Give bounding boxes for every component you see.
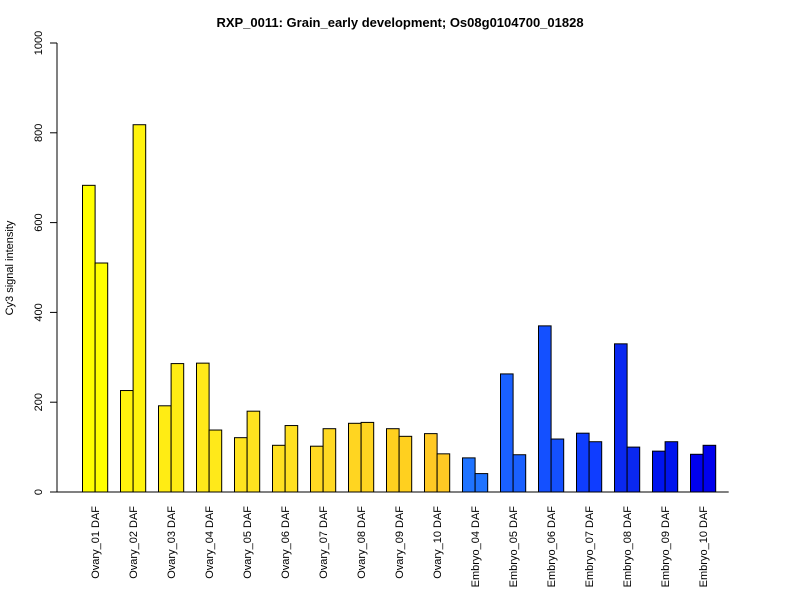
x-tick-label: Embryo_09 DAF [660, 506, 672, 588]
x-tick-labels: Ovary_01 DAF Ovary_02 DAF Ovary_03 DAF Ovar… [90, 506, 710, 588]
bar-1 [310, 445, 324, 493]
x-tick-label: Embryo_05 DAF [508, 506, 520, 588]
bar-1 [234, 437, 248, 493]
y-tick-label: 800 [33, 124, 45, 142]
bar-1 [120, 390, 134, 493]
x-tick-label: Ovary_04 DAF [204, 506, 216, 579]
bar-2 [170, 363, 185, 493]
x-tick-label: Ovary_05 DAF [242, 506, 254, 579]
bar-2 [512, 454, 527, 493]
bar-2 [360, 421, 375, 493]
bar-2 [702, 444, 717, 493]
bar-2 [94, 262, 109, 493]
bar-2 [208, 429, 223, 493]
y-tick-label: 1000 [33, 31, 45, 55]
bar-1 [500, 373, 514, 493]
bar-1 [272, 444, 286, 493]
y-tick-label: 600 [33, 213, 45, 231]
bar-2 [398, 435, 413, 493]
bar-1 [196, 362, 210, 493]
chart-title: RXP_0011: Grain_early development; Os08g… [216, 15, 583, 30]
bar-1 [424, 433, 438, 493]
x-tick-label: Ovary_10 DAF [432, 506, 444, 579]
bar-2 [550, 438, 565, 493]
bar-1 [652, 450, 666, 493]
x-tick-label: Embryo_06 DAF [546, 506, 558, 588]
y-tick-label: 0 [33, 489, 45, 495]
bar-1 [690, 453, 704, 493]
x-tick-label: Ovary_06 DAF [280, 506, 292, 579]
bar-1 [348, 422, 362, 493]
y-axis: 0 200 400 600 800 1000 [33, 31, 58, 495]
y-tick-label: 400 [33, 303, 45, 321]
x-tick-label: Ovary_02 DAF [128, 506, 140, 579]
x-tick-label: Embryo_10 DAF [698, 506, 710, 588]
x-tick-label: Ovary_08 DAF [356, 506, 368, 579]
bar-2 [436, 453, 451, 493]
x-tick-label: Ovary_03 DAF [166, 506, 178, 579]
bar-2 [284, 425, 299, 493]
bar-2 [246, 410, 261, 493]
bar-1 [614, 343, 628, 493]
x-tick-label: Ovary_01 DAF [90, 506, 102, 579]
x-tick-label: Ovary_09 DAF [394, 506, 406, 579]
bar-2 [474, 473, 489, 493]
bar-1 [576, 432, 590, 493]
bar-2 [626, 446, 641, 493]
bar-1 [386, 428, 400, 493]
bar-1 [82, 184, 96, 493]
bar-1 [538, 325, 552, 493]
bar-1 [462, 457, 476, 493]
x-tick-label: Ovary_07 DAF [318, 506, 330, 579]
bar-2 [664, 441, 679, 493]
x-tick-label: Embryo_08 DAF [622, 506, 634, 588]
y-tick-label: 200 [33, 393, 45, 411]
bar-2 [588, 441, 603, 493]
bar-2 [132, 124, 147, 493]
x-tick-label: Embryo_07 DAF [584, 506, 596, 588]
bars [82, 124, 717, 493]
y-axis-label: Cy3 signal intensity [4, 220, 16, 315]
bar-1 [158, 405, 172, 493]
x-tick-label: Embryo_04 DAF [470, 506, 482, 588]
bar-2 [322, 428, 337, 493]
